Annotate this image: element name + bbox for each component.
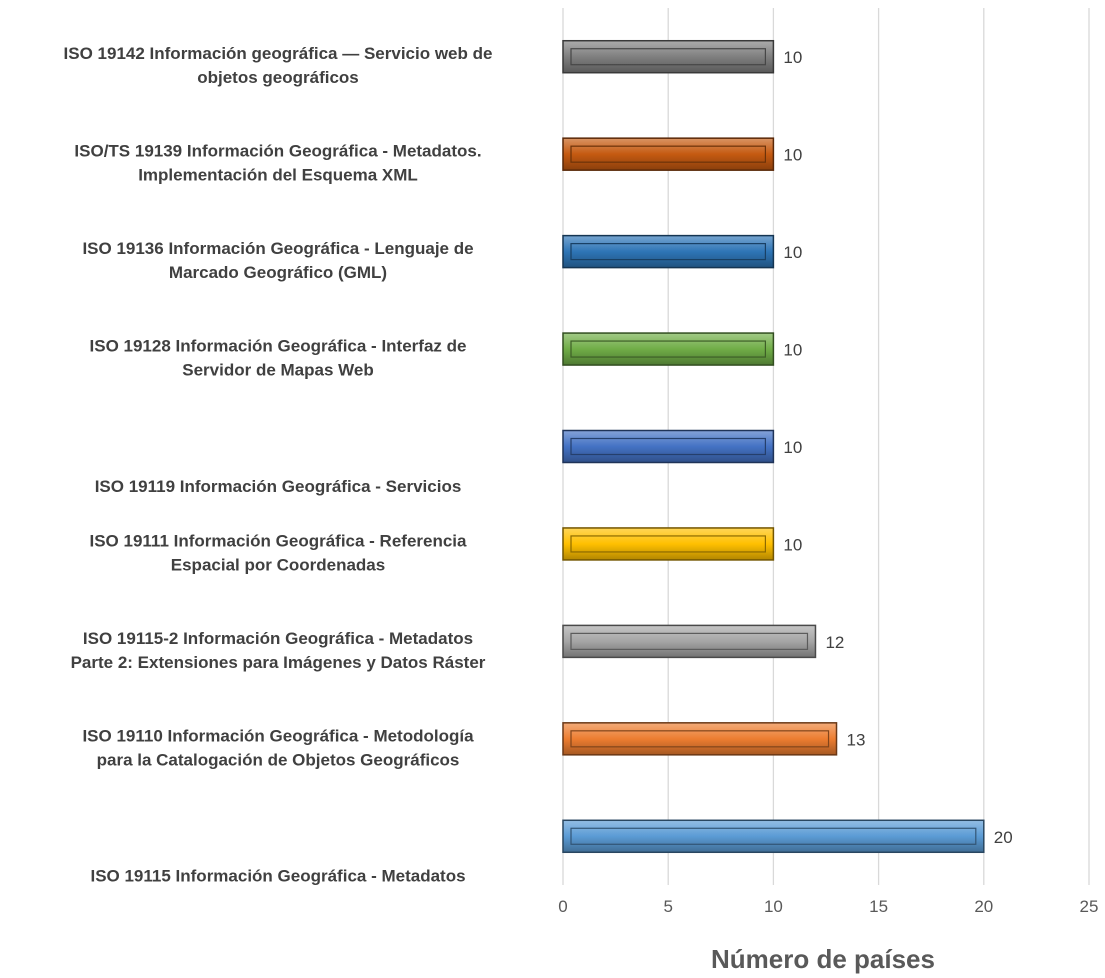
category-label: Marcado Geográfico (GML)	[169, 263, 387, 282]
data-labels: 10 10 10 10 10 10 12 13 20	[783, 48, 1012, 847]
category-label: ISO 19142 Información geográfica — Servi…	[64, 44, 493, 63]
category-label: Implementación del Esquema XML	[138, 166, 418, 185]
data-label: 10	[783, 341, 802, 360]
bars	[562, 39, 985, 854]
category-labels: ISO 19142 Información geográfica — Servi…	[64, 44, 493, 885]
bar	[562, 819, 985, 854]
bar	[562, 527, 775, 561]
category-label: Parte 2: Extensiones para Imágenes y Dat…	[71, 653, 486, 672]
x-tick-label: 10	[764, 897, 783, 916]
data-label: 10	[783, 48, 802, 67]
bar	[562, 332, 775, 366]
data-label: 10	[783, 438, 802, 457]
bar-bevel	[570, 48, 766, 66]
category-label: ISO 19119 Información Geográfica - Servi…	[95, 477, 462, 496]
category-label: ISO 19115-2 Información Geográfica - Met…	[83, 629, 473, 648]
x-tick-label: 0	[558, 897, 567, 916]
category-label: para la Catalogación de Objetos Geográfi…	[97, 750, 460, 769]
category-label: ISO 19111 Información Geográfica - Refer…	[90, 531, 468, 550]
bar-bevel	[570, 437, 766, 456]
category-label: ISO 19136 Información Geográfica - Lengu…	[82, 239, 473, 258]
x-axis-ticks: 0 5 10 15 20 25	[558, 897, 1098, 916]
bar-bevel	[570, 730, 830, 748]
x-tick-label: 20	[974, 897, 993, 916]
bar	[562, 624, 817, 659]
x-tick-label: 15	[869, 897, 888, 916]
bar	[562, 234, 775, 269]
data-label: 10	[783, 243, 802, 262]
data-label: 10	[783, 146, 802, 165]
bar	[562, 39, 775, 74]
x-tick-label: 25	[1080, 897, 1099, 916]
data-label: 12	[825, 633, 844, 652]
category-label: ISO 19128 Información Geográfica - Inter…	[90, 337, 467, 356]
x-axis-title: Número de países	[711, 944, 935, 974]
bar	[562, 429, 775, 464]
bar	[562, 137, 775, 171]
bar-bevel	[570, 340, 766, 358]
bar-bevel	[570, 535, 766, 553]
bar	[562, 722, 838, 756]
category-label: Espacial por Coordenadas	[171, 555, 385, 574]
x-tick-label: 5	[663, 897, 672, 916]
category-label: Servidor de Mapas Web	[182, 361, 373, 380]
data-label: 13	[847, 730, 866, 749]
data-label: 20	[994, 828, 1013, 847]
category-label: ISO/TS 19139 Información Geográfica - Me…	[74, 142, 481, 161]
bar-bevel	[570, 145, 766, 163]
category-label: ISO 19115 Información Geográfica - Metad…	[90, 867, 465, 886]
category-label: ISO 19110 Información Geográfica - Metod…	[82, 726, 474, 745]
bar-bevel	[570, 827, 977, 845]
data-label: 10	[783, 535, 802, 554]
bar-bevel	[570, 243, 766, 261]
category-label: objetos geográficos	[197, 68, 359, 87]
bar-bevel	[570, 632, 809, 650]
